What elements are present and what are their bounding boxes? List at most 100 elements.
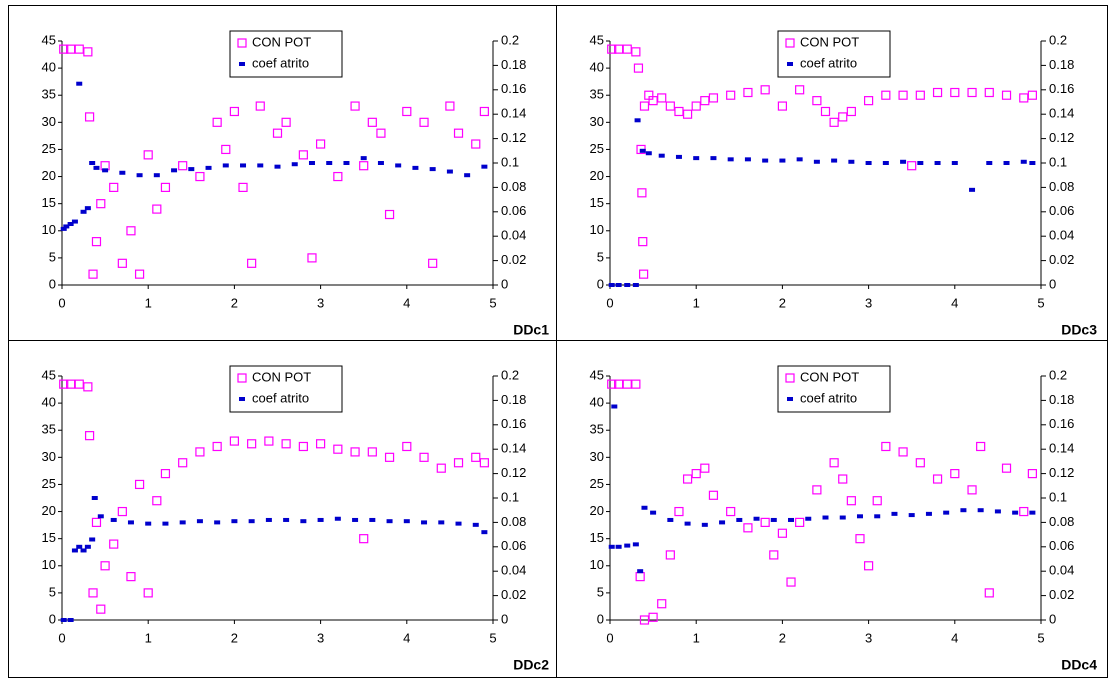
point [898,447,908,457]
point [83,47,93,57]
point [1019,93,1029,103]
point [71,548,78,553]
point [881,90,891,100]
point [359,534,369,544]
legend-label: coef atrito [252,55,309,70]
legend-box [229,365,343,413]
y-tick-label: 15 [42,195,56,210]
y-tick-label: 10 [590,222,604,237]
point [196,519,203,524]
point [719,520,726,525]
legend-label: coef atrito [252,390,309,405]
point [812,96,822,106]
y2-tick-label: 0.18 [1049,392,1074,407]
x-tick-label: 2 [779,630,786,645]
point [384,209,395,220]
y2-tick-label: 0.18 [501,392,526,407]
point [479,106,489,117]
point [298,150,308,160]
x-tick-label: 2 [231,630,238,645]
point [650,510,657,515]
point [1029,161,1036,165]
legend-label: coef atrito [800,390,857,405]
y2-tick-label: 0 [501,276,508,291]
y-tick-label: 15 [42,530,56,545]
point [395,163,402,168]
y2-tick-label: 0.14 [501,441,526,456]
point [813,159,820,164]
point [1001,90,1012,100]
point [633,63,644,73]
point [257,163,264,168]
legend-marker [787,397,793,401]
point [736,517,743,522]
y-tick-label: 5 [49,584,56,599]
point [350,101,360,111]
y2-tick-label: 0.14 [1049,441,1074,456]
point [63,224,70,229]
y2-tick-label: 0.04 [501,563,526,578]
point [855,534,865,544]
point [214,520,221,525]
y-tick-label: 40 [590,60,604,75]
point [969,187,976,192]
y2-tick-label: 0.04 [501,228,526,243]
point [247,258,257,268]
point [1019,506,1029,517]
point [667,517,674,522]
point [205,165,212,170]
point [436,463,446,473]
point [639,148,646,153]
y2-tick-label: 0.08 [1049,514,1074,529]
point [291,162,298,167]
point [143,150,153,160]
point [221,144,231,155]
point [682,109,693,119]
legend-marker [787,62,793,66]
point [614,379,624,389]
legend-box [229,30,343,78]
point [479,458,489,468]
point [769,550,779,560]
point [91,517,102,528]
point [657,599,667,609]
y2-tick-label: 0.18 [501,57,526,72]
point [97,514,104,519]
y2-tick-label: 0.2 [1049,32,1067,47]
y2-tick-label: 0.06 [1049,203,1074,218]
point [863,561,874,571]
y-tick-label: 10 [42,222,56,237]
point [820,106,831,117]
point [856,514,863,519]
point [471,139,481,149]
point [786,577,796,587]
point [136,173,143,178]
point [657,93,667,103]
point [777,101,788,111]
x-tick-label: 0 [58,295,65,310]
point [976,441,986,452]
point [744,157,751,162]
x-tick-label: 1 [693,630,700,645]
point [639,101,650,111]
point [283,517,290,522]
point [932,87,943,98]
x-tick-label: 5 [1037,630,1044,645]
x-tick-label: 3 [317,295,324,310]
point [950,469,960,479]
point [829,117,839,127]
point [428,258,438,268]
y-tick-label: 45 [42,32,56,47]
point [333,171,343,182]
point [127,520,134,525]
point [865,161,872,165]
legend-label: CON POT [800,369,859,384]
point [84,544,91,549]
point [967,485,977,495]
y2-tick-label: 0.08 [501,514,526,529]
point [240,163,247,168]
point [152,204,162,214]
point [377,161,384,165]
point [126,226,136,236]
y-tick-label: 0 [597,611,604,626]
